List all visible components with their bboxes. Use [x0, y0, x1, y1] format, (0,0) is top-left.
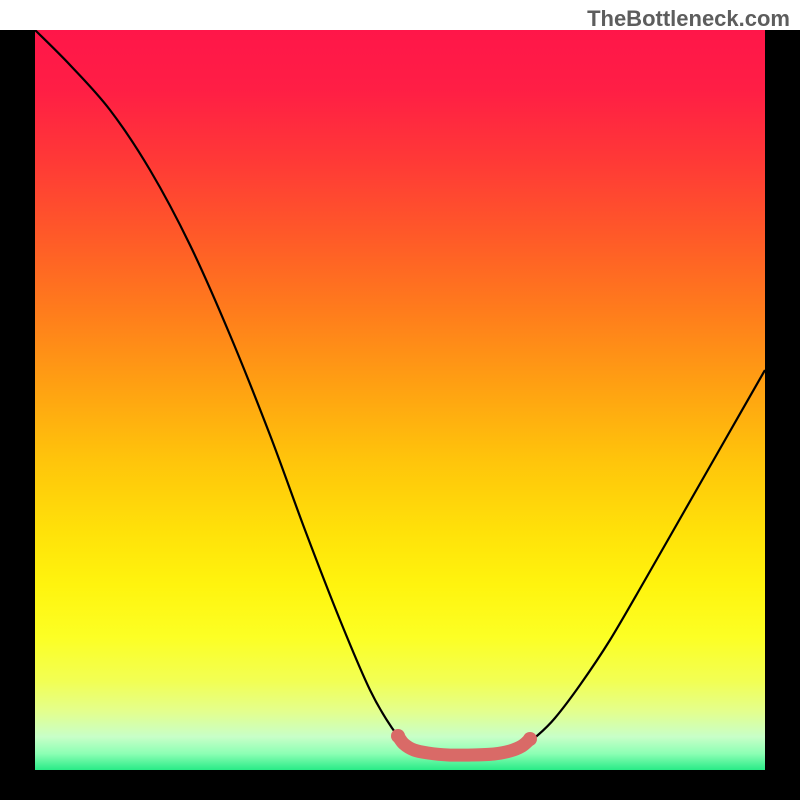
bottleneck-chart [0, 0, 800, 800]
chart-gradient-background [35, 30, 765, 770]
chart-container: TheBottleneck.com [0, 0, 800, 800]
watermark-text: TheBottleneck.com [587, 6, 790, 32]
